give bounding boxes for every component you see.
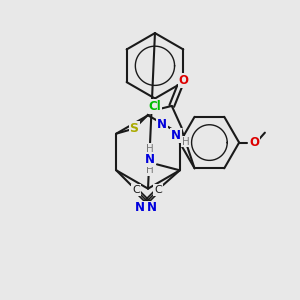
Text: H: H [146, 165, 154, 175]
Text: C: C [132, 185, 140, 195]
Text: O: O [249, 136, 259, 149]
Text: O: O [178, 74, 189, 87]
Text: S: S [130, 122, 139, 135]
Text: N: N [171, 129, 181, 142]
Text: H: H [182, 136, 190, 147]
Text: N: N [147, 202, 157, 214]
Text: N: N [145, 153, 155, 166]
Text: N: N [157, 118, 167, 131]
Text: C: C [154, 185, 162, 195]
Text: N: N [135, 202, 145, 214]
Text: H: H [146, 143, 154, 154]
Text: Cl: Cl [148, 100, 161, 113]
